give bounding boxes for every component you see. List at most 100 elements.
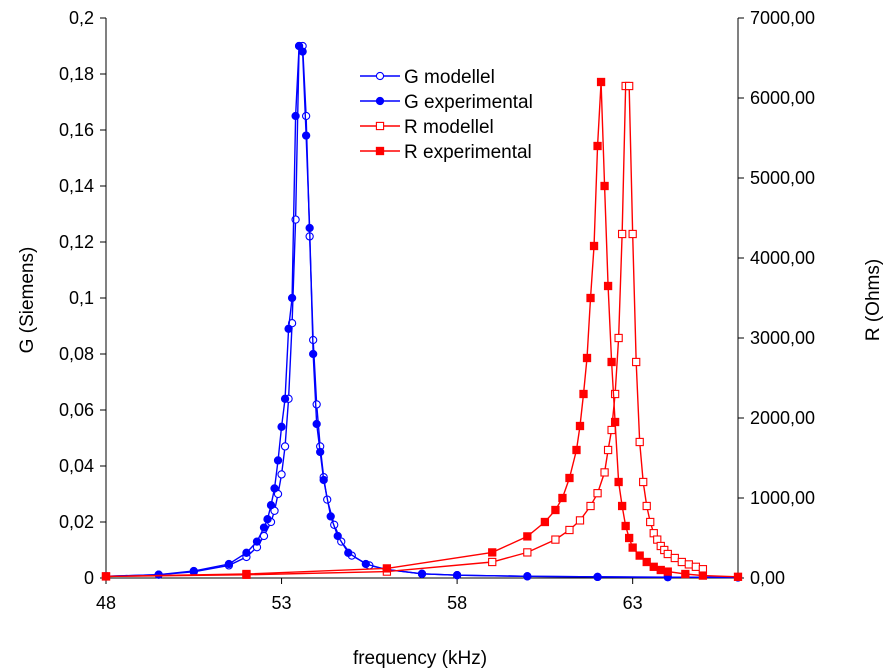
- data-point: [305, 223, 314, 233]
- data-point: [610, 417, 620, 427]
- data-point: [284, 324, 293, 333]
- legend-marker: [375, 146, 385, 156]
- data-point: [625, 81, 634, 91]
- y2-tick-label: 6000,00: [750, 88, 815, 108]
- data-point: [417, 569, 427, 578]
- legend: G modellel G experimental R modellel R expe…: [360, 67, 533, 163]
- data-point: [277, 470, 286, 479]
- data-point: [575, 516, 585, 525]
- data-point: [452, 571, 462, 580]
- data-point: [617, 229, 627, 239]
- data-point: [632, 357, 641, 367]
- y2-tick-label: 2000,00: [750, 408, 815, 428]
- legend-item: R experimental: [360, 142, 532, 163]
- data-point: [646, 517, 655, 527]
- data-point: [344, 548, 353, 557]
- data-point: [301, 131, 311, 140]
- data-point: [259, 523, 269, 532]
- data-point: [333, 531, 342, 541]
- data-point: [593, 572, 602, 582]
- data-point: [309, 349, 318, 359]
- y-tick-label: 0: [84, 568, 94, 588]
- data-point: [312, 419, 321, 429]
- data-point: [301, 111, 311, 121]
- data-point: [287, 293, 297, 303]
- x-axis-title: frequency (kHz): [353, 648, 487, 669]
- legend-label: G modellel: [404, 67, 495, 88]
- y-axis-title: G (Siemens): [17, 247, 38, 354]
- data-point: [523, 532, 532, 541]
- data-point: [565, 473, 574, 483]
- data-point: [326, 512, 335, 521]
- data-point: [361, 559, 370, 569]
- data-point: [579, 389, 588, 399]
- legend-marker: [375, 121, 385, 131]
- data-point: [558, 493, 567, 503]
- data-point: [277, 422, 286, 431]
- data-point: [656, 565, 665, 575]
- data-point: [316, 447, 325, 457]
- data-point: [586, 293, 595, 303]
- data-point: [607, 357, 616, 367]
- data-point: [224, 559, 234, 569]
- data-point: [681, 569, 690, 579]
- data-point: [670, 553, 679, 563]
- y2-tick-label: 1000,00: [750, 488, 815, 508]
- legend-item: G experimental: [360, 92, 533, 113]
- y-tick-label: 0,1: [69, 288, 94, 308]
- y-tick-label: 0,2: [69, 8, 94, 28]
- y-tick-label: 0,06: [59, 400, 94, 420]
- data-point: [273, 456, 283, 465]
- data-point: [677, 557, 686, 567]
- data-point: [382, 564, 392, 573]
- data-point: [698, 571, 708, 580]
- data-point: [600, 468, 609, 477]
- data-point: [684, 560, 693, 569]
- data-point: [589, 241, 599, 251]
- data-point: [319, 475, 328, 485]
- data-point: [617, 501, 627, 511]
- y2-tick-label: 7000,00: [750, 8, 815, 28]
- y-tick-label: 0,04: [59, 456, 94, 476]
- x-tick-label: 63: [623, 593, 643, 613]
- legend-label: R modellel: [404, 117, 494, 138]
- legend-label: R experimental: [404, 142, 532, 163]
- data-point: [603, 281, 613, 291]
- data-point: [582, 353, 592, 363]
- data-point: [593, 141, 602, 151]
- data-point: [642, 501, 651, 511]
- data-point: [614, 477, 623, 487]
- y2-tick-label: 5000,00: [750, 168, 815, 188]
- data-point: [593, 489, 602, 498]
- y-tick-label: 0,14: [59, 176, 94, 196]
- legend-marker: [375, 71, 385, 81]
- data-point: [614, 333, 623, 343]
- x-tick-label: 48: [96, 593, 116, 613]
- data-point: [523, 548, 532, 557]
- data-point: [628, 229, 637, 239]
- data-point: [642, 557, 651, 567]
- legend-item: R modellel: [360, 117, 494, 138]
- data-point: [540, 517, 550, 527]
- data-point: [488, 557, 497, 567]
- data-point: [242, 569, 251, 579]
- axes: 0 0,02 0,04 0,06 0,08 0,1 0,12 0,14 0,16 0,18 0,2 0…: [59, 8, 815, 613]
- data-point: [551, 535, 560, 544]
- plot-area: [101, 41, 743, 582]
- data-point: [280, 394, 290, 403]
- y2-tick-label: 3000,00: [750, 328, 815, 348]
- data-point: [280, 442, 290, 451]
- legend-marker: [375, 96, 385, 106]
- data-point: [252, 537, 262, 546]
- y-tick-label: 0,08: [59, 344, 94, 364]
- data-point: [565, 525, 574, 535]
- data-point: [639, 477, 648, 487]
- y-tick-label: 0,16: [59, 120, 94, 140]
- data-point: [263, 515, 272, 524]
- y-tick-label: 0,02: [59, 512, 94, 532]
- x-tick-label: 58: [447, 593, 467, 613]
- data-point: [663, 567, 672, 576]
- data-point: [649, 562, 658, 571]
- data-point: [291, 111, 300, 121]
